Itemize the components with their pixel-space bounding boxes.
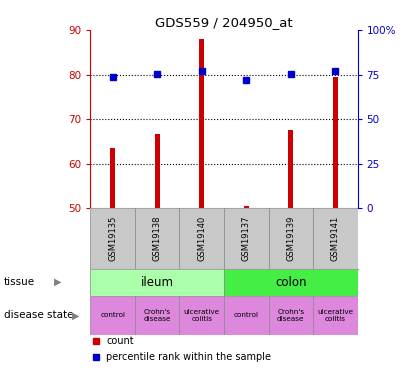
- Bar: [313, 209, 358, 269]
- Text: GSM19141: GSM19141: [331, 216, 340, 261]
- Bar: [244, 206, 249, 209]
- Bar: [313, 296, 358, 335]
- Text: GSM19135: GSM19135: [108, 216, 117, 261]
- Text: ileum: ileum: [141, 276, 174, 289]
- Title: GDS559 / 204950_at: GDS559 / 204950_at: [155, 16, 293, 29]
- Text: GSM19137: GSM19137: [242, 216, 251, 261]
- Text: control: control: [234, 312, 259, 318]
- Bar: [288, 130, 293, 209]
- Text: disease state: disease state: [4, 310, 74, 320]
- Bar: [268, 296, 313, 335]
- Bar: [135, 296, 180, 335]
- Bar: [90, 209, 135, 269]
- Bar: [90, 296, 135, 335]
- Text: Crohn's
disease: Crohn's disease: [277, 309, 305, 322]
- Bar: [224, 209, 268, 269]
- Text: percentile rank within the sample: percentile rank within the sample: [106, 352, 271, 363]
- Bar: [135, 209, 180, 269]
- Text: ulcerative
colitis: ulcerative colitis: [184, 309, 220, 322]
- Bar: [110, 148, 115, 208]
- Bar: [199, 39, 204, 209]
- Bar: [90, 269, 224, 296]
- Text: GSM19140: GSM19140: [197, 216, 206, 261]
- Text: Crohn's
disease: Crohn's disease: [143, 309, 171, 322]
- Text: control: control: [100, 312, 125, 318]
- Text: GSM19138: GSM19138: [153, 216, 162, 261]
- Bar: [224, 296, 268, 335]
- Text: ulcerative
colitis: ulcerative colitis: [317, 309, 353, 322]
- Text: GSM19139: GSM19139: [286, 216, 295, 261]
- Text: tissue: tissue: [4, 277, 35, 287]
- Text: count: count: [106, 336, 134, 346]
- Bar: [180, 296, 224, 335]
- Bar: [332, 77, 338, 209]
- Text: ▶: ▶: [54, 277, 61, 287]
- Bar: [180, 209, 224, 269]
- Bar: [268, 209, 313, 269]
- Bar: [155, 134, 160, 209]
- Text: colon: colon: [275, 276, 307, 289]
- Bar: [224, 269, 358, 296]
- Text: ▶: ▶: [72, 310, 80, 320]
